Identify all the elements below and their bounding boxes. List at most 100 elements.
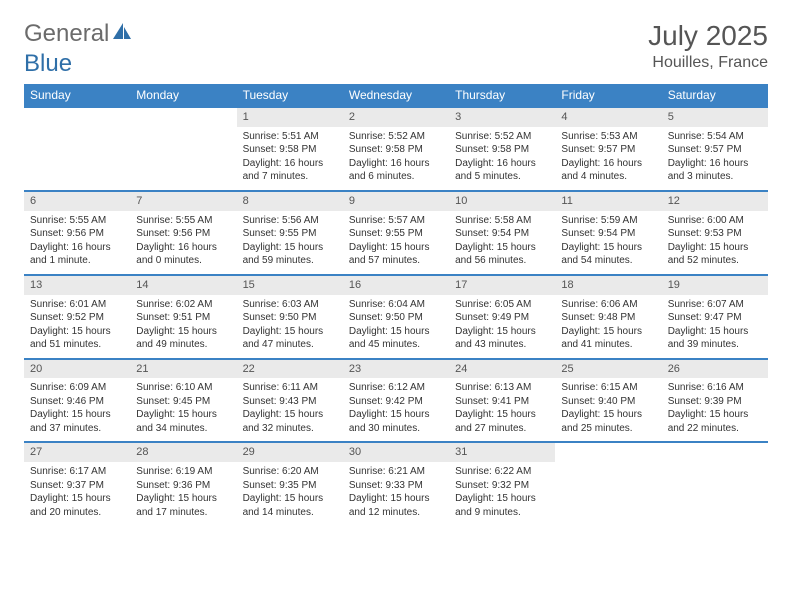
sunset-line: Sunset: 9:41 PM [455,396,529,407]
sunset-line: Sunset: 9:39 PM [668,396,742,407]
sunset-line: Sunset: 9:55 PM [349,228,423,239]
day-number: 5 [662,108,768,127]
sunrise-line: Sunrise: 6:07 AM [668,299,744,310]
day-details: Sunrise: 6:06 AMSunset: 9:48 PMDaylight:… [555,295,661,358]
day-number: 23 [343,360,449,379]
day-number: 7 [130,192,236,211]
daylight-line: Daylight: 15 hours and 54 minutes. [561,242,642,267]
day-cell: 19Sunrise: 6:07 AMSunset: 9:47 PMDayligh… [662,275,768,359]
day-header-sunday: Sunday [24,84,130,107]
sunset-line: Sunset: 9:45 PM [136,396,210,407]
day-details: Sunrise: 6:00 AMSunset: 9:53 PMDaylight:… [662,211,768,274]
day-cell: 12Sunrise: 6:00 AMSunset: 9:53 PMDayligh… [662,191,768,275]
day-cell: 27Sunrise: 6:17 AMSunset: 9:37 PMDayligh… [24,442,130,525]
day-details: Sunrise: 6:02 AMSunset: 9:51 PMDaylight:… [130,295,236,358]
day-details: Sunrise: 6:16 AM Sunset: 9:39 PM Daylight:… [662,378,768,441]
day-number: 19 [662,276,768,295]
day-number: 26 [662,360,768,379]
day-cell: 5Sunrise: 5:54 AMSunset: 9:57 PMDaylight… [662,107,768,191]
day-cell: 3Sunrise: 5:52 AMSunset: 9:58 PMDaylight… [449,107,555,191]
sunrise-line: Sunrise: 6:00 AM [668,215,744,226]
sunrise-line: Sunrise: 6:01 AM [30,299,106,310]
day-details: Sunrise: 6:17 AMSunset: 9:37 PMDaylight:… [24,462,130,525]
sunrise-line: Sunrise: 5:55 AM [30,215,106,226]
day-cell [130,107,236,191]
sunrise-line: Sunrise: 6:21 AM [349,466,425,477]
day-details: Sunrise: 6:21 AM Sunset: 9:33 PM Daylight:… [343,462,449,525]
sunrise-line: Sunrise: 6:05 AM [455,299,531,310]
day-cell: 31Sunrise: 6:22 AMSunset: 9:32 PMDayligh… [449,442,555,525]
sunset-line: Sunset: 9:55 PM [243,228,317,239]
logo: General [24,20,133,48]
sunrise-line: Sunrise: 6:16 AM [668,382,744,393]
day-number: 24 [449,360,555,379]
day-cell: 9 Sunrise: 5:57 AM Sunset: 9:55 PM Daylight… [343,191,449,275]
day-details: Sunrise: 5:55 AMSunset: 9:56 PMDaylight:… [24,211,130,274]
day-details: Sunrise: 5:56 AMSunset: 9:55 PMDaylight:… [237,211,343,274]
sunset-line: Sunset: 9:40 PM [561,396,635,407]
day-cell: 13Sunrise: 6:01 AMSunset: 9:52 PMDayligh… [24,275,130,359]
sunrise-line: Sunrise: 5:51 AM [243,131,319,142]
day-details: Sunrise: 6:11 AMSunset: 9:43 PMDaylight:… [237,378,343,441]
sunrise-line: Sunrise: 5:55 AM [136,215,212,226]
daylight-line: Daylight: 15 hours and 12 minutes. [349,493,430,518]
daylight-line: Daylight: 15 hours and 57 minutes. [349,242,430,267]
daylight-line: Daylight: 16 hours and 6 minutes. [349,158,430,183]
day-cell: 21Sunrise: 6:10 AMSunset: 9:45 PMDayligh… [130,359,236,443]
sunrise-line: Sunrise: 6:09 AM [30,382,106,393]
sunrise-line: Sunrise: 5:54 AM [668,131,744,142]
day-details: Sunrise: 5:58 AMSunset: 9:54 PMDaylight:… [449,211,555,274]
day-cell: 25Sunrise: 6:15 AMSunset: 9:40 PMDayligh… [555,359,661,443]
daylight-line: Daylight: 15 hours and 22 minutes. [668,409,749,434]
day-header-friday: Friday [555,84,661,107]
sunset-line: Sunset: 9:54 PM [561,228,635,239]
sunset-line: Sunset: 9:48 PM [561,312,635,323]
sunrise-line: Sunrise: 6:10 AM [136,382,212,393]
daylight-line: Daylight: 15 hours and 49 minutes. [136,326,217,351]
sunrise-line: Sunrise: 6:13 AM [455,382,531,393]
day-number: 12 [662,192,768,211]
sunset-line: Sunset: 9:36 PM [136,480,210,491]
day-cell: 1Sunrise: 5:51 AMSunset: 9:58 PMDaylight… [237,107,343,191]
day-cell: 8Sunrise: 5:56 AMSunset: 9:55 PMDaylight… [237,191,343,275]
sunrise-line: Sunrise: 5:57 AM [349,215,425,226]
day-number: 15 [237,276,343,295]
day-number: 13 [24,276,130,295]
sunset-line: Sunset: 9:33 PM [349,480,423,491]
day-number: 10 [449,192,555,211]
week-row: 6Sunrise: 5:55 AMSunset: 9:56 PMDaylight… [24,191,768,275]
daylight-line: Daylight: 15 hours and 20 minutes. [30,493,111,518]
day-cell [555,442,661,525]
sunset-line: Sunset: 9:56 PM [30,228,104,239]
day-cell: 2Sunrise: 5:52 AMSunset: 9:58 PMDaylight… [343,107,449,191]
daylight-line: Daylight: 15 hours and 45 minutes. [349,326,430,351]
sunrise-line: Sunrise: 6:02 AM [136,299,212,310]
daylight-line: Daylight: 15 hours and 25 minutes. [561,409,642,434]
day-cell: 15Sunrise: 6:03 AMSunset: 9:50 PMDayligh… [237,275,343,359]
daylight-line: Daylight: 16 hours and 4 minutes. [561,158,642,183]
daylight-line: Daylight: 15 hours and 37 minutes. [30,409,111,434]
sunset-line: Sunset: 9:58 PM [455,144,529,155]
day-details: Sunrise: 6:15 AMSunset: 9:40 PMDaylight:… [555,378,661,441]
day-header-row: SundayMondayTuesdayWednesdayThursdayFrid… [24,84,768,107]
day-cell: 6Sunrise: 5:55 AMSunset: 9:56 PMDaylight… [24,191,130,275]
day-details: Sunrise: 6:10 AMSunset: 9:45 PMDaylight:… [130,378,236,441]
day-number: 25 [555,360,661,379]
daylight-line: Daylight: 16 hours and 5 minutes. [455,158,536,183]
day-details: Sunrise: 6:03 AMSunset: 9:50 PMDaylight:… [237,295,343,358]
sunset-line: Sunset: 9:46 PM [30,396,104,407]
day-number: 2 [343,108,449,127]
daylight-line: Daylight: 15 hours and 14 minutes. [243,493,324,518]
logo-text-general: General [24,20,109,48]
sunset-line: Sunset: 9:50 PM [243,312,317,323]
day-details: Sunrise: 6:13 AMSunset: 9:41 PMDaylight:… [449,378,555,441]
day-header-monday: Monday [130,84,236,107]
sunrise-line: Sunrise: 5:56 AM [243,215,319,226]
day-cell: 16Sunrise: 6:04 AMSunset: 9:50 PMDayligh… [343,275,449,359]
day-details: Sunrise: 5:52 AMSunset: 9:58 PMDaylight:… [449,127,555,190]
daylight-line: Daylight: 15 hours and 17 minutes. [136,493,217,518]
day-number: 3 [449,108,555,127]
sunrise-line: Sunrise: 5:59 AM [561,215,637,226]
day-number: 9 [343,192,449,211]
sunrise-line: Sunrise: 5:58 AM [455,215,531,226]
